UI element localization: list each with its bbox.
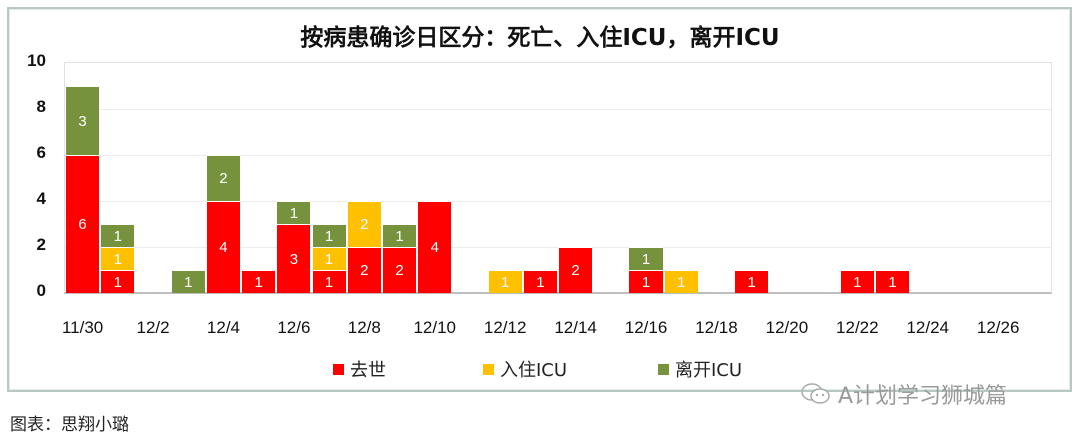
bar-segment: 1 xyxy=(629,270,663,293)
x-tick-label: 12/6 xyxy=(277,318,311,337)
legend-item-icu-left: 离开ICU xyxy=(658,356,742,382)
gridline xyxy=(65,109,1051,110)
legend-item-deaths: 去世 xyxy=(333,356,386,382)
gridline xyxy=(65,155,1051,156)
x-tick-label: 12/22 xyxy=(836,318,879,337)
x-tick-label: 12/2 xyxy=(136,318,170,337)
bar-segment: 1 xyxy=(277,201,311,224)
gridline xyxy=(65,247,1051,248)
bar-segment: 2 xyxy=(206,155,241,201)
bar-segment: 2 xyxy=(347,201,381,247)
bar-segment: 1 xyxy=(840,270,874,293)
bar-segment: 1 xyxy=(101,247,135,270)
bar-segment: 1 xyxy=(488,270,522,293)
x-tick-label: 12/16 xyxy=(624,318,668,337)
x-tick-label: 12/10 xyxy=(413,318,457,337)
chart-caption: 图表：思翔小璐 xyxy=(10,415,129,435)
bar-segment: 2 xyxy=(382,247,417,293)
bar-segment: 4 xyxy=(418,201,452,293)
bar-segment: 3 xyxy=(66,86,100,155)
y-tick-label: 4 xyxy=(36,189,46,208)
y-tick-label: 6 xyxy=(36,143,46,162)
legend-label: 离开ICU xyxy=(675,360,743,381)
x-tick-label: 12/24 xyxy=(906,318,950,337)
bar-segment: 6 xyxy=(66,155,100,293)
bar-segment: 1 xyxy=(629,247,663,270)
watermark-text: A计划学习狮城篇 xyxy=(838,384,1008,409)
legend: 去世 入住ICU 离开ICU xyxy=(0,356,1080,382)
y-tick-label: 0 xyxy=(36,281,46,300)
bar-segment: 1 xyxy=(171,270,205,293)
bar-segment: 1 xyxy=(382,224,417,247)
gridline xyxy=(65,201,1051,202)
bar-segment: 1 xyxy=(312,224,346,247)
y-tick-label: 10 xyxy=(27,51,46,70)
x-tick-label: 12/20 xyxy=(765,318,809,337)
bar-segment: 2 xyxy=(347,247,381,293)
chart-title: 按病患确诊日区分：死亡、入住ICU，离开ICU xyxy=(300,25,780,51)
x-tick-label: 12/26 xyxy=(976,318,1020,337)
bar-segment: 1 xyxy=(735,270,769,293)
bar-segment: 4 xyxy=(206,201,241,293)
legend-swatch-red-icon xyxy=(333,363,344,375)
wechat-icon xyxy=(801,383,830,404)
watermark: A计划学习狮城篇 xyxy=(800,378,1007,410)
bar-segment: 2 xyxy=(559,247,593,293)
legend-swatch-green-icon xyxy=(658,363,669,375)
x-tick-label: 12/12 xyxy=(483,318,527,337)
y-tick-label: 8 xyxy=(36,97,46,116)
bar-segment: 1 xyxy=(101,224,135,247)
x-tick-label: 12/14 xyxy=(554,318,597,337)
bar-segment: 1 xyxy=(523,270,557,293)
x-tick-label: 12/8 xyxy=(347,318,381,337)
y-tick-label: 2 xyxy=(36,235,46,254)
legend-item-icu-admitted: 入住ICU xyxy=(483,356,567,382)
bar-segment: 1 xyxy=(101,270,135,293)
bar-segment: 1 xyxy=(312,247,346,270)
bar-segment: 3 xyxy=(277,224,311,293)
x-tick-label: 12/4 xyxy=(206,318,240,337)
legend-label: 入住ICU xyxy=(500,360,568,381)
x-tick-label: 12/18 xyxy=(695,318,738,337)
chart-frame xyxy=(7,7,1072,392)
bar-segment: 1 xyxy=(312,270,346,293)
x-tick-label: 11/30 xyxy=(61,318,104,337)
legend-label: 去世 xyxy=(350,360,386,381)
bar-segment: 1 xyxy=(242,270,276,293)
bar-segment: 1 xyxy=(875,270,910,293)
legend-swatch-yellow-icon xyxy=(483,363,494,375)
bar-segment: 1 xyxy=(664,270,698,293)
